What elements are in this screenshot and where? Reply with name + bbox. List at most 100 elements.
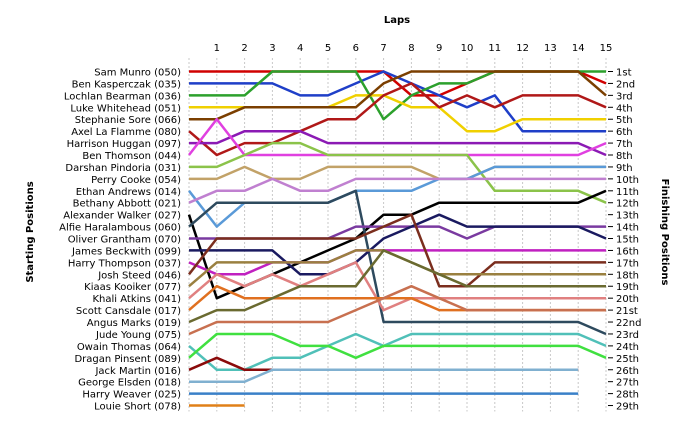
driver-series-line (188, 82, 607, 157)
starting-position-labels: Sam Munro (050)Ben Kasperczak (035)Lochl… (59, 68, 181, 413)
driver-label: Angus Marks (019) (87, 318, 181, 329)
finishing-position-label: 11th (616, 187, 639, 198)
finishing-position-label: 9th (616, 163, 633, 174)
lap-tick-label: 15 (600, 43, 613, 54)
finishing-position-label: 21st (616, 306, 638, 317)
driver-label: James Beckwith (099) (71, 246, 181, 257)
driver-series-line (188, 284, 606, 336)
lap-tick-label: 1 (214, 43, 220, 54)
x-axis-title: Laps (384, 15, 410, 26)
finishing-position-label: 4th (616, 103, 633, 114)
driver-label: Scott Cansdale (017) (76, 306, 181, 317)
lap-tick-label: 4 (297, 43, 303, 54)
lap-tick-label: 13 (544, 43, 557, 54)
driver-series-line (189, 94, 606, 133)
driver-series-line (188, 165, 606, 228)
finishing-position-label: 28th (616, 390, 639, 401)
driver-label: Sam Munro (050) (94, 68, 181, 79)
driver-label: Alexander Walker (027) (63, 211, 181, 222)
driver-label: Harry Weaver (025) (82, 390, 181, 401)
finishing-position-label: 27th (616, 378, 639, 389)
driver-label: Luke Whitehead (051) (70, 103, 181, 114)
driver-label: Owain Thomas (064) (77, 342, 181, 353)
driver-series-line (188, 189, 607, 336)
lap-tick-label: 2 (241, 43, 247, 54)
driver-label: Harrison Huggan (097) (67, 139, 182, 150)
driver-series-line (188, 332, 607, 360)
finishing-position-label: 15th (616, 235, 639, 246)
driver-label: Ben Kasperczak (035) (72, 79, 181, 90)
driver-label: Jude Young (075) (95, 330, 181, 341)
driver-series-line (188, 249, 606, 276)
driver-series-line (189, 129, 607, 157)
driver-label: Ben Thomson (044) (82, 151, 181, 162)
driver-label: Perry Cooke (054) (91, 175, 181, 186)
driver-label: Harry Thompson (037) (68, 258, 181, 269)
finishing-position-label: 7th (616, 139, 633, 150)
series-lines (187, 70, 607, 407)
finishing-position-label: 10th (616, 175, 639, 186)
driver-label: Lochlan Bearman (036) (64, 91, 181, 102)
driver-series-line (188, 117, 607, 157)
driver-series-line (188, 213, 606, 288)
finishing-position-label: 16th (616, 246, 639, 257)
lap-tick-label: 6 (353, 43, 359, 54)
finishing-position-label: 1st (616, 68, 632, 79)
driver-label: Axel La Flamme (080) (71, 127, 181, 138)
finishing-position-label: 17th (616, 258, 639, 269)
finishing-position-labels: 1st2nd3rd4th5th6th7th8th9th10th11th12th1… (608, 68, 641, 413)
finishing-position-label: 3rd (616, 91, 633, 102)
driver-series-line (189, 165, 606, 181)
driver-label: Oliver Grantham (070) (68, 235, 181, 246)
driver-label: Josh Steed (046) (97, 270, 181, 281)
lap-tick-label: 9 (436, 43, 442, 54)
driver-label: Bethany Abbott (021) (73, 199, 181, 210)
lap-tick-labels: 1 2 3 4 5 6 7 8 9 10 11 12 13 14 15 (214, 43, 613, 54)
finishing-position-label: 12th (616, 199, 639, 210)
finishing-position-label: 14th (616, 223, 639, 234)
left-axis-title: Starting Positions (25, 181, 36, 282)
finishing-position-label: 25th (616, 354, 639, 365)
finishing-position-label: 19th (616, 282, 639, 293)
lap-tick-label: 10 (461, 43, 474, 54)
lap-tick-label: 3 (269, 43, 275, 54)
driver-label: Khali Atkins (041) (92, 294, 181, 305)
lap-tick-label: 12 (516, 43, 529, 54)
gridlines (188, 58, 607, 412)
driver-label: Ethan Andrews (014) (76, 187, 181, 198)
driver-series-line (188, 249, 606, 324)
driver-label: George Elsden (018) (78, 378, 181, 389)
finishing-position-label: 8th (616, 151, 633, 162)
finishing-position-label: 23rd (616, 330, 639, 341)
finishing-position-label: 29th (616, 402, 639, 413)
finishing-position-label: 24th (616, 342, 639, 353)
driver-series-line (189, 368, 579, 383)
lap-tick-label: 8 (408, 43, 414, 54)
finishing-position-label: 20th (616, 294, 639, 305)
finishing-position-label: 18th (616, 270, 639, 281)
finishing-position-label: 6th (616, 127, 633, 138)
driver-label: Louie Short (078) (94, 402, 181, 413)
finishing-position-label: 22nd (616, 318, 641, 329)
right-axis-title: Finishing Positions (659, 179, 670, 286)
driver-series-line (188, 261, 606, 312)
lap-tick-label: 14 (572, 43, 585, 54)
finishing-position-label: 26th (616, 366, 639, 377)
driver-label: Darshan Pindoria (031) (65, 163, 181, 174)
driver-label: Dragan Pinsent (089) (74, 354, 181, 365)
driver-series-line (188, 177, 606, 204)
finishing-position-label: 2nd (616, 79, 635, 90)
driver-series-line (189, 70, 607, 121)
driver-series-line (189, 141, 607, 204)
driver-series-line (188, 332, 607, 372)
lap-tick-label: 11 (488, 43, 501, 54)
driver-label: Stephanie Sore (066) (75, 115, 181, 126)
finishing-position-label: 5th (616, 115, 633, 126)
driver-label: Alfie Haralambous (060) (59, 223, 181, 234)
lap-tick-label: 7 (380, 43, 386, 54)
lap-tick-label: 5 (325, 43, 331, 54)
finishing-position-label: 13th (616, 211, 639, 222)
driver-label: Kiaas Kooiker (077) (84, 282, 181, 293)
